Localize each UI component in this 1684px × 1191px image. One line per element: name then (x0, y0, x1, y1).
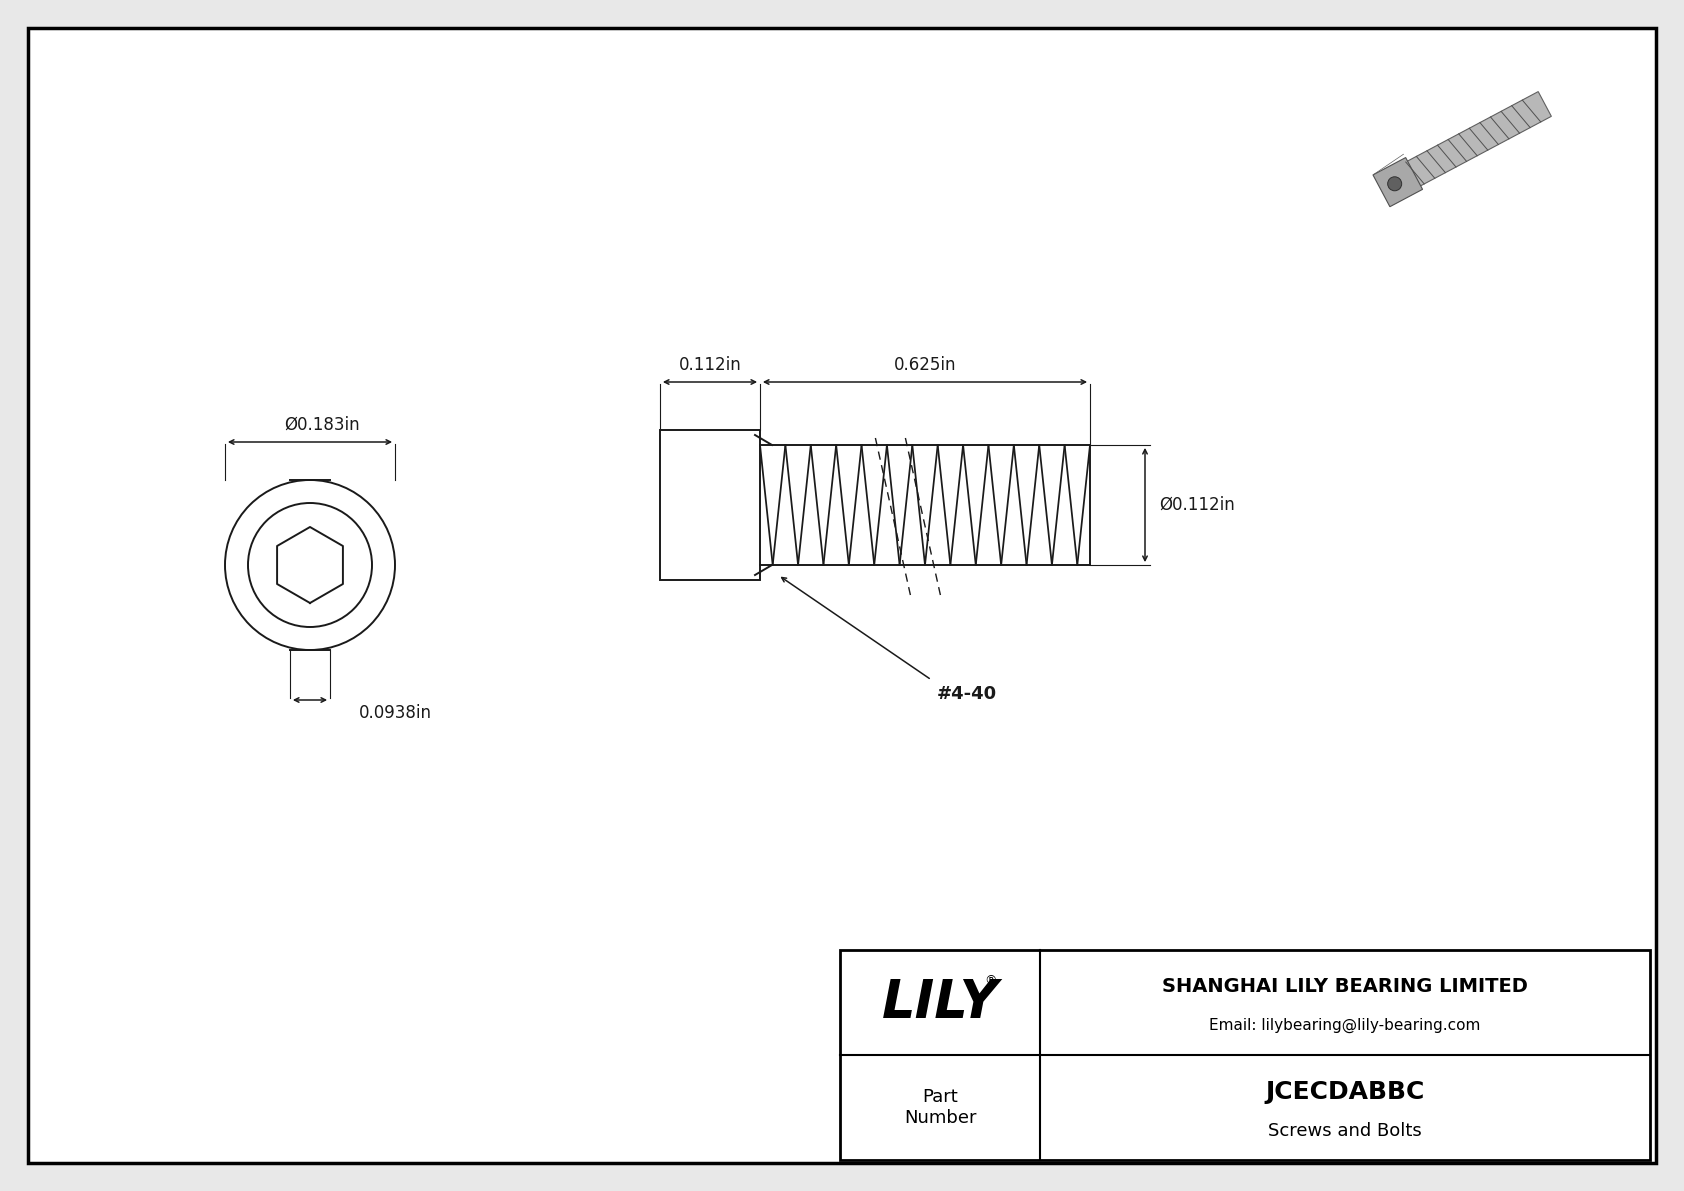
Text: SHANGHAI LILY BEARING LIMITED: SHANGHAI LILY BEARING LIMITED (1162, 978, 1527, 996)
Text: Ø0.112in: Ø0.112in (1159, 495, 1234, 515)
Bar (840, 950, 1650, 1160)
Text: Ø0.183in: Ø0.183in (285, 416, 360, 434)
Polygon shape (1406, 92, 1551, 187)
Text: 0.0938in: 0.0938in (359, 704, 431, 722)
Circle shape (248, 503, 372, 626)
Circle shape (1388, 176, 1401, 191)
Text: Email: lilybearing@lily-bearing.com: Email: lilybearing@lily-bearing.com (1209, 1018, 1480, 1034)
Text: JCECDABBC: JCECDABBC (1265, 1080, 1425, 1104)
Text: #4-40: #4-40 (936, 685, 997, 703)
Text: 0.625in: 0.625in (894, 356, 957, 374)
Circle shape (226, 480, 396, 650)
Polygon shape (1372, 157, 1423, 207)
Bar (660, 430, 759, 580)
Text: ®: ® (983, 974, 997, 987)
Text: 0.112in: 0.112in (679, 356, 741, 374)
Polygon shape (1372, 154, 1404, 175)
Text: Screws and Bolts: Screws and Bolts (1268, 1122, 1421, 1140)
Text: LILY: LILY (881, 977, 999, 1029)
Text: Part
Number: Part Number (904, 1089, 977, 1127)
